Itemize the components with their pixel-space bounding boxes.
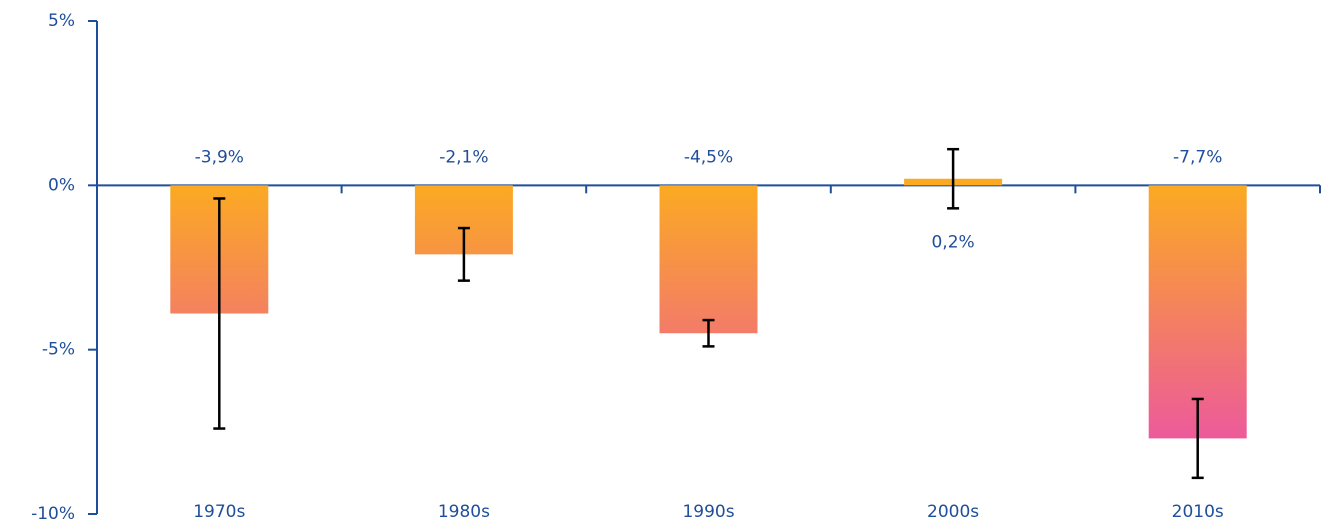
x-tick-label: 1970s [193, 502, 245, 522]
error-bar [213, 197, 226, 430]
y-tick-label: 0% [48, 175, 75, 195]
value-label: -4,5% [684, 147, 733, 167]
value-label: -7,7% [1173, 147, 1222, 167]
error-bar [702, 318, 715, 348]
error-bar [947, 147, 960, 210]
value-label: -3,9% [195, 147, 244, 167]
bar [1148, 185, 1247, 439]
value-label: 0,2% [931, 232, 974, 252]
x-tick-label: 1980s [438, 502, 490, 522]
x-tick-label: 1990s [682, 502, 734, 522]
y-tick-label: -10% [31, 504, 75, 522]
error-bar [457, 226, 470, 282]
y-tick-label: 5% [48, 11, 75, 31]
x-tick-label: 2000s [927, 502, 979, 522]
bar [659, 185, 758, 334]
error-bar [1191, 397, 1204, 480]
value-label: -2,1% [439, 147, 488, 167]
y-tick-label: -5% [42, 340, 75, 360]
x-tick-label: 2010s [1172, 502, 1224, 522]
